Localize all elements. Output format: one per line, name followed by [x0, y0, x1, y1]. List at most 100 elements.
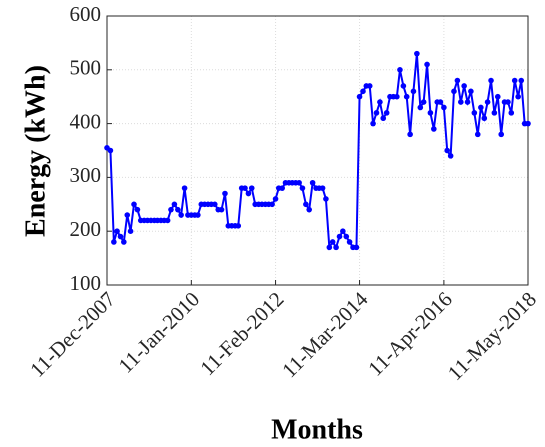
y-tick-label: 100: [70, 271, 102, 295]
data-point: [211, 201, 218, 208]
data-point: [518, 77, 525, 84]
data-point: [431, 126, 437, 132]
data-point: [336, 233, 343, 240]
data-point: [394, 93, 400, 100]
data-point: [235, 223, 242, 229]
data-line: [106, 53, 528, 251]
data-point: [124, 212, 131, 218]
x-axis-label: Months: [271, 414, 363, 445]
data-point: [400, 83, 407, 89]
data-point: [420, 99, 427, 105]
data-point: [309, 179, 316, 186]
data-point: [437, 99, 444, 105]
data-point: [299, 185, 306, 191]
data-point: [117, 233, 124, 240]
data-point: [508, 110, 515, 116]
data-point: [397, 67, 403, 73]
y-tick-label: 500: [70, 56, 102, 80]
data-point: [360, 88, 366, 95]
data-point: [272, 196, 279, 202]
data-point: [134, 206, 141, 213]
data-point: [481, 115, 488, 122]
data-point: [484, 99, 491, 105]
data-point: [326, 244, 333, 251]
data-point: [424, 61, 430, 68]
data-point: [127, 228, 134, 234]
data-point: [245, 190, 252, 197]
plot-frame: [106, 15, 529, 286]
y-tick-label: 400: [70, 109, 102, 133]
data-point: [444, 147, 451, 154]
data-point: [494, 93, 501, 100]
data-point: [377, 99, 383, 105]
x-tick-label: 11-Jan-2010: [114, 287, 205, 378]
data-point: [488, 77, 494, 84]
data-point: [511, 77, 518, 84]
x-tick-label: 11-May-2018: [443, 287, 541, 385]
data-point: [248, 185, 255, 191]
data-point: [175, 206, 181, 213]
y-tick-label: 200: [70, 217, 102, 241]
data-point: [366, 83, 373, 89]
x-tick-label: 11-Apr-2016: [363, 287, 457, 381]
data-point: [303, 201, 309, 208]
data-point: [121, 239, 127, 245]
data-point: [461, 83, 467, 89]
data-point: [333, 244, 339, 251]
data-point: [410, 88, 417, 95]
data-point: [380, 115, 387, 122]
data-point: [168, 206, 174, 213]
data-point: [340, 228, 346, 234]
data-point: [407, 131, 413, 138]
data-point: [181, 185, 188, 191]
data-point: [346, 239, 353, 245]
data-point: [427, 110, 434, 116]
data-point: [296, 179, 302, 186]
data-point: [329, 239, 336, 245]
data-point: [131, 201, 137, 208]
data-point: [458, 99, 464, 105]
data-point: [218, 206, 225, 213]
data-point: [222, 190, 228, 197]
data-point: [505, 99, 511, 105]
data-point: [171, 201, 178, 208]
data-point: [478, 104, 484, 111]
data-point: [319, 185, 326, 191]
data-point: [370, 120, 376, 127]
data-point: [195, 212, 201, 218]
data-point: [451, 88, 457, 95]
data-point: [414, 50, 420, 57]
data-point: [474, 131, 481, 138]
data-point: [323, 196, 329, 202]
data-point: [164, 217, 171, 224]
data-point: [417, 104, 424, 111]
data-point: [491, 110, 498, 116]
data-point: [343, 233, 350, 240]
data-point: [178, 212, 184, 218]
data-point: [306, 206, 312, 213]
data-point: [373, 110, 380, 116]
y-tick-label: 600: [70, 2, 102, 26]
data-point: [107, 147, 114, 154]
x-tick-label: 11-Feb-2012: [195, 287, 288, 380]
data-point: [111, 239, 117, 245]
data-point: [356, 93, 363, 100]
data-point: [468, 88, 474, 95]
data-point: [279, 185, 285, 191]
data-point: [471, 110, 478, 116]
data-point: [515, 93, 521, 100]
data-point: [441, 104, 447, 111]
data-point: [269, 201, 275, 208]
y-tick-label: 300: [70, 163, 102, 187]
data-point: [383, 110, 390, 116]
y-axis-label: Energy (kWh): [20, 65, 51, 237]
data-point: [447, 153, 454, 159]
data-point: [242, 185, 248, 191]
x-tick-label: 11-Dec-2007: [25, 287, 120, 382]
data-point: [525, 120, 531, 127]
data-point: [498, 131, 505, 138]
data-point: [454, 77, 461, 84]
data-point: [403, 93, 410, 100]
data-point: [353, 244, 360, 251]
